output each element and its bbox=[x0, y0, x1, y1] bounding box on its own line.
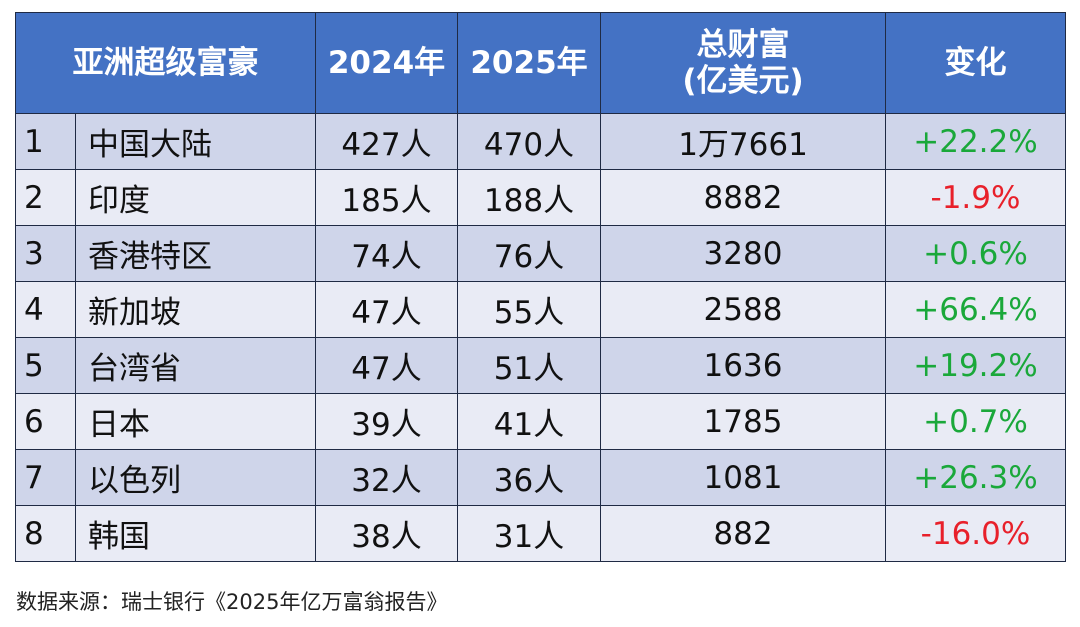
table-header: 亚洲超级富豪 2024年 2025年 总财富 (亿美元) 变化 bbox=[15, 12, 1066, 114]
table-row: 5 台湾省 47人 51人 1636 +19.2% bbox=[15, 337, 1066, 394]
table-row: 6 日本 39人 41人 1785 +0.7% bbox=[15, 393, 1066, 450]
wealth-cell: 2588 bbox=[600, 281, 886, 338]
count-2024-cell: 47人 bbox=[315, 281, 458, 338]
rank-cell: 8 bbox=[15, 505, 76, 562]
header-2025: 2025年 bbox=[457, 12, 601, 114]
change-cell: +26.3% bbox=[885, 449, 1066, 506]
region-cell: 韩国 bbox=[75, 505, 316, 562]
count-2025-cell: 51人 bbox=[457, 337, 601, 394]
wealth-cell: 1636 bbox=[600, 337, 886, 394]
table-row: 8 韩国 38人 31人 882 -16.0% bbox=[15, 505, 1066, 562]
region-cell: 新加坡 bbox=[75, 281, 316, 338]
table-row: 4 新加坡 47人 55人 2588 +66.4% bbox=[15, 281, 1066, 338]
change-cell: +19.2% bbox=[885, 337, 1066, 394]
count-2025-cell: 41人 bbox=[457, 393, 601, 450]
rank-cell: 1 bbox=[15, 113, 76, 170]
region-cell: 香港特区 bbox=[75, 225, 316, 282]
change-cell: -1.9% bbox=[885, 169, 1066, 226]
billionaires-table: 亚洲超级富豪 2024年 2025年 总财富 (亿美元) 变化 1 中国大陆 427人… bbox=[15, 12, 1066, 562]
count-2025-cell: 76人 bbox=[457, 225, 601, 282]
count-2025-cell: 31人 bbox=[457, 505, 601, 562]
table-row: 7 以色列 32人 36人 1081 +26.3% bbox=[15, 449, 1066, 506]
count-2025-cell: 188人 bbox=[457, 169, 601, 226]
rank-cell: 2 bbox=[15, 169, 76, 226]
count-2025-cell: 55人 bbox=[457, 281, 601, 338]
count-2024-cell: 39人 bbox=[315, 393, 458, 450]
change-cell: +0.7% bbox=[885, 393, 1066, 450]
change-cell: +0.6% bbox=[885, 225, 1066, 282]
rank-cell: 4 bbox=[15, 281, 76, 338]
region-cell: 日本 bbox=[75, 393, 316, 450]
header-change: 变化 bbox=[885, 12, 1066, 114]
rank-cell: 5 bbox=[15, 337, 76, 394]
wealth-cell: 8882 bbox=[600, 169, 886, 226]
count-2025-cell: 36人 bbox=[457, 449, 601, 506]
header-wealth: 总财富 (亿美元) bbox=[600, 12, 886, 114]
count-2024-cell: 74人 bbox=[315, 225, 458, 282]
region-cell: 台湾省 bbox=[75, 337, 316, 394]
wealth-cell: 1785 bbox=[600, 393, 886, 450]
count-2024-cell: 185人 bbox=[315, 169, 458, 226]
header-2024: 2024年 bbox=[315, 12, 458, 114]
wealth-cell: 1081 bbox=[600, 449, 886, 506]
region-cell: 以色列 bbox=[75, 449, 316, 506]
count-2024-cell: 47人 bbox=[315, 337, 458, 394]
change-cell: -16.0% bbox=[885, 505, 1066, 562]
count-2024-cell: 32人 bbox=[315, 449, 458, 506]
header-wealth-line1: 总财富 bbox=[696, 27, 790, 63]
region-cell: 印度 bbox=[75, 169, 316, 226]
count-2025-cell: 470人 bbox=[457, 113, 601, 170]
count-2024-cell: 427人 bbox=[315, 113, 458, 170]
table-row: 3 香港特区 74人 76人 3280 +0.6% bbox=[15, 225, 1066, 282]
header-wealth-line2: (亿美元) bbox=[682, 63, 804, 99]
table-row: 2 印度 185人 188人 8882 -1.9% bbox=[15, 169, 1066, 226]
rank-cell: 3 bbox=[15, 225, 76, 282]
rank-cell: 6 bbox=[15, 393, 76, 450]
rank-cell: 7 bbox=[15, 449, 76, 506]
region-cell: 中国大陆 bbox=[75, 113, 316, 170]
change-cell: +22.2% bbox=[885, 113, 1066, 170]
wealth-cell: 1万7661 bbox=[600, 113, 886, 170]
table-row: 1 中国大陆 427人 470人 1万7661 +22.2% bbox=[15, 113, 1066, 170]
count-2024-cell: 38人 bbox=[315, 505, 458, 562]
wealth-cell: 882 bbox=[600, 505, 886, 562]
wealth-cell: 3280 bbox=[600, 225, 886, 282]
header-title: 亚洲超级富豪 bbox=[15, 12, 316, 114]
source-note: 数据来源：瑞士银行《2025年亿万富翁报告》 bbox=[16, 590, 448, 614]
change-cell: +66.4% bbox=[885, 281, 1066, 338]
